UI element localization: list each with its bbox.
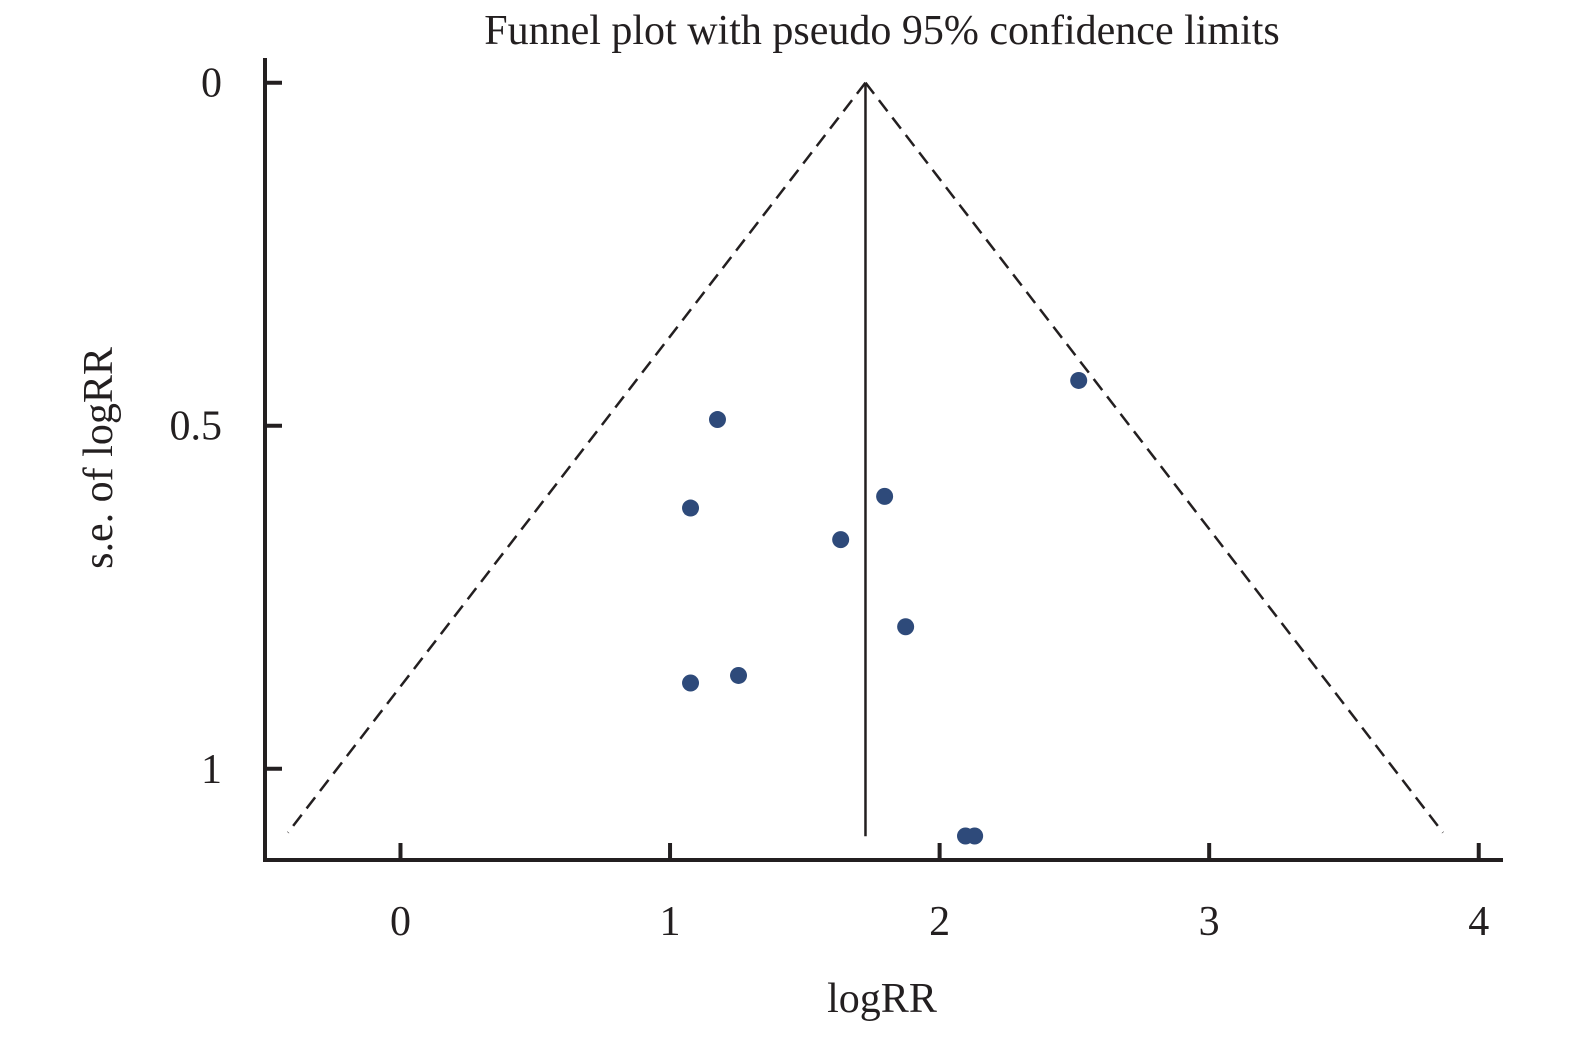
x-tick-label: 3 [1199,899,1220,945]
upper-confidence-limit [864,81,1444,834]
x-axis-label: logRR [827,976,937,1022]
lower-confidence-limit [287,81,867,834]
study-point [876,487,894,505]
x-tick-label: 1 [660,899,681,945]
y-tick-label: 0 [201,61,222,107]
study-point [897,618,915,636]
chart-title: Funnel plot with pseudo 95% confidence l… [484,8,1280,54]
y-tick-label: 1 [201,747,222,793]
x-tick-label: 4 [1468,899,1489,945]
study-point [730,666,748,684]
y-tick-label: 0.5 [170,404,223,450]
study-point [832,531,850,549]
y-axis-label: s.e. of logRR [76,347,122,569]
study-point [682,499,700,517]
study-point [708,411,726,429]
study-point [1070,371,1088,389]
study-point [682,674,700,692]
study-point [966,827,984,845]
x-tick-label: 2 [929,899,950,945]
x-tick-label: 0 [390,899,411,945]
